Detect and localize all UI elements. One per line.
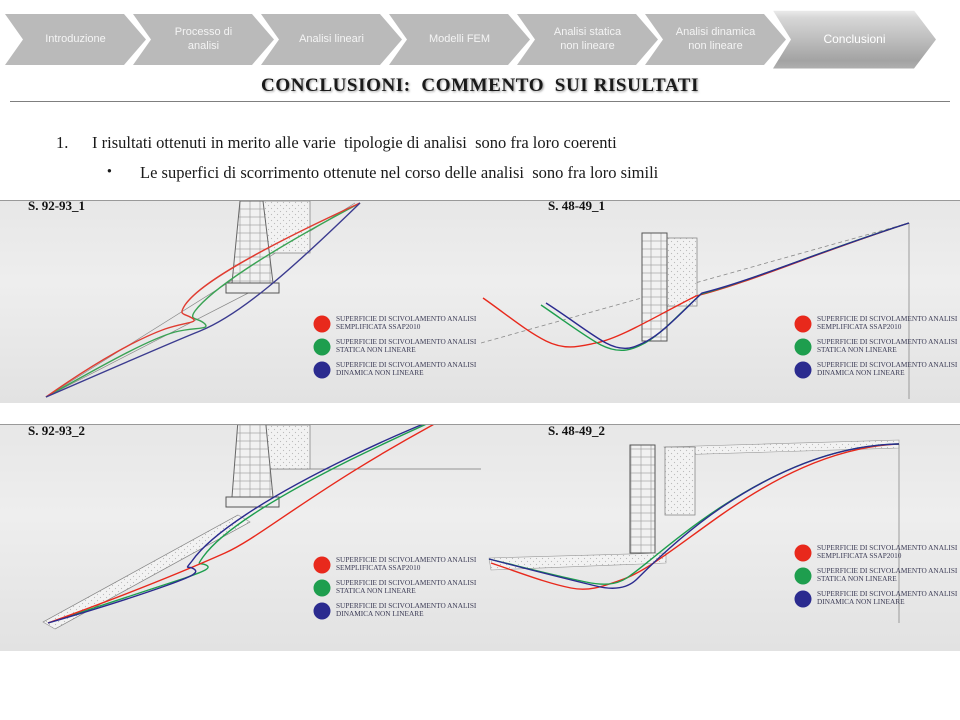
- svg-text:STATICA NON LINEARE: STATICA NON LINEARE: [336, 345, 416, 354]
- svg-text:SEMPLIFICATA SSAP2010: SEMPLIFICATA SSAP2010: [336, 563, 421, 572]
- svg-text:STATICA NON LINEARE: STATICA NON LINEARE: [336, 586, 416, 595]
- svg-text:DINAMICA NON LINEARE: DINAMICA NON LINEARE: [817, 368, 905, 377]
- svg-text:STATICA NON LINEARE: STATICA NON LINEARE: [817, 574, 897, 583]
- svg-text:SEMPLIFICATA SSAP2010: SEMPLIFICATA SSAP2010: [817, 551, 902, 560]
- svg-text:STATICA NON LINEARE: STATICA NON LINEARE: [817, 345, 897, 354]
- svg-text:SEMPLIFICATA SSAP2010: SEMPLIFICATA SSAP2010: [817, 322, 902, 331]
- svg-text:DINAMICA NON LINEARE: DINAMICA NON LINEARE: [817, 597, 905, 606]
- svg-text:DINAMICA NON LINEARE: DINAMICA NON LINEARE: [336, 609, 424, 618]
- svg-text:SEMPLIFICATA SSAP2010: SEMPLIFICATA SSAP2010: [336, 322, 421, 331]
- svg-text:DINAMICA NON LINEARE: DINAMICA NON LINEARE: [336, 368, 424, 377]
